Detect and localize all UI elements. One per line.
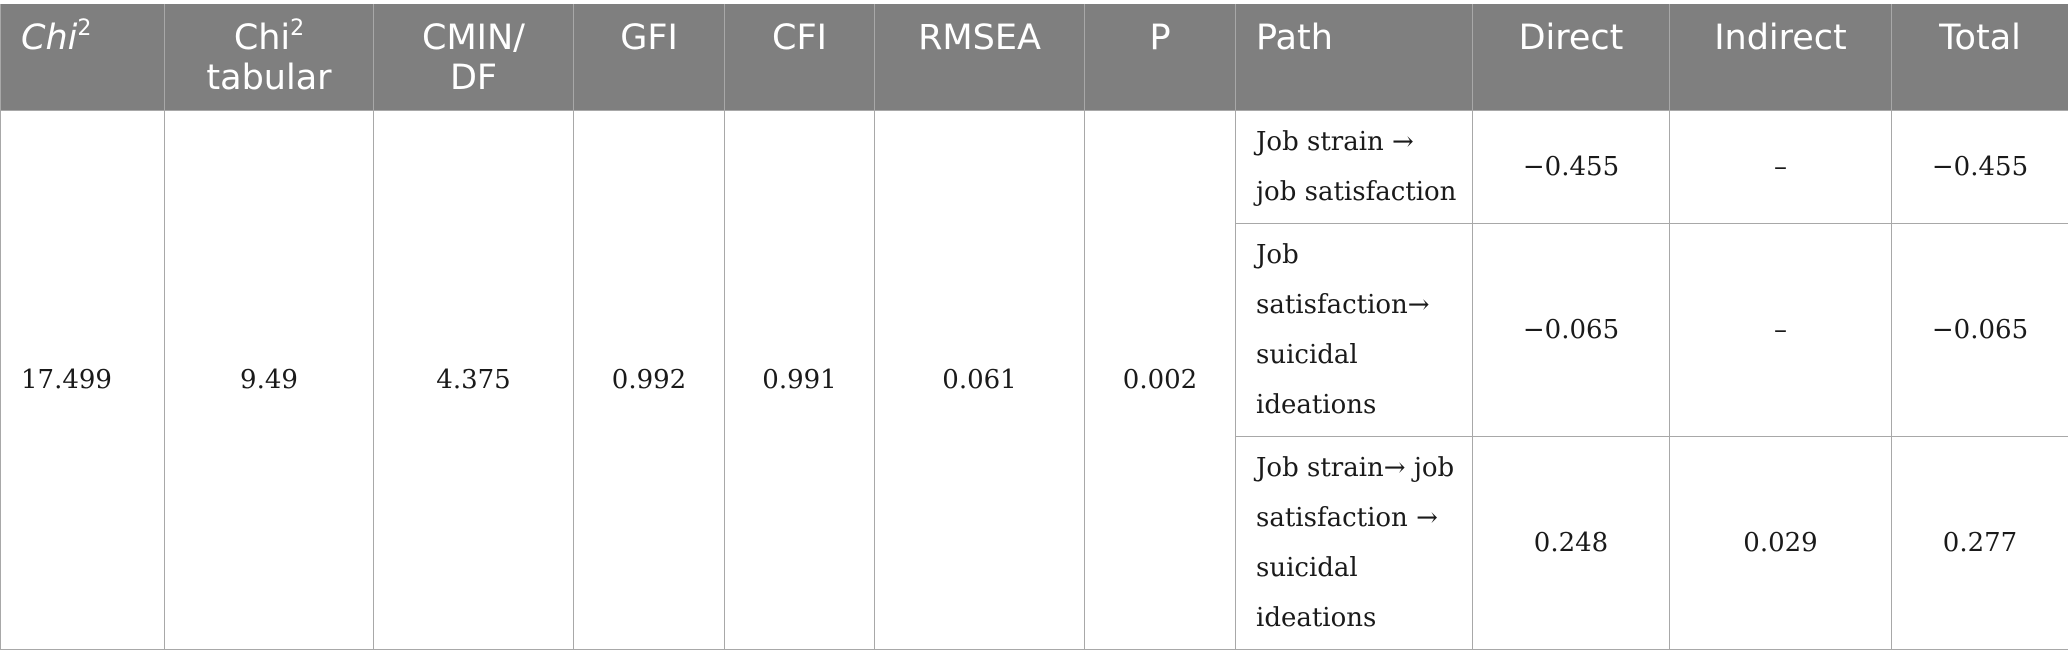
header-gfi: GFI (573, 4, 725, 110)
cell-path: Job strain→ job satisfaction → suicidal … (1235, 435, 1473, 650)
header-chi2-label: Chi (21, 18, 78, 58)
cell-direct: 0.248 (1472, 435, 1670, 650)
header-cmin-df-a: CMIN/ (422, 18, 525, 58)
header-rmsea: RMSEA (874, 4, 1085, 110)
cell-cfi: 0.991 (724, 109, 875, 650)
table-row: Job strain→ job satisfaction → suicidal … (1, 435, 2068, 650)
header-chi2-tabular-sup: 2 (290, 16, 305, 41)
table-row: 17.499 9.49 4.375 0.992 0.991 0.061 0.00… (0, 109, 2068, 650)
cell-path: Job strain → job satisfaction (1235, 109, 1473, 224)
cell-chi2-tabular: 9.49 (164, 109, 374, 650)
cell-p: 0.002 (1084, 109, 1236, 650)
cell-direct: −0.065 (1472, 222, 1670, 437)
cell-indirect: – (1669, 109, 1892, 224)
cell-indirect: 0.029 (1669, 435, 1892, 650)
header-cmin-df-b: DF (449, 58, 498, 98)
header-chi2-sup: 2 (77, 16, 92, 41)
cell-path: Job satisfaction→ suicidal ideations (1235, 222, 1473, 437)
header-row: Chi2 Chi2 tabular CMIN/DF GFI CFI RMSEA P… (0, 4, 2068, 110)
cell-chi2: 17.499 (0, 109, 165, 650)
cell-total: 0.277 (1891, 435, 2068, 650)
table-header: Chi2 Chi2 tabular CMIN/DF GFI CFI RMSEA P… (0, 4, 2068, 110)
cell-total: −0.455 (1891, 109, 2068, 224)
header-chi2: Chi2 (0, 4, 165, 110)
cell-total: −0.065 (1891, 222, 2068, 437)
sem-results-table: Chi2 Chi2 tabular CMIN/DF GFI CFI RMSEA P… (0, 4, 2068, 650)
header-cfi: CFI (724, 4, 875, 110)
table-body: 17.499 9.49 4.375 0.992 0.991 0.061 0.00… (0, 109, 2068, 650)
cell-gfi: 0.992 (573, 109, 725, 650)
cell-cmin-df: 4.375 (373, 109, 574, 650)
header-cmin-df: CMIN/DF (373, 4, 574, 110)
cell-direct: −0.455 (1472, 109, 1670, 224)
cell-rmsea: 0.061 (874, 109, 1085, 650)
header-chi2-tabular-b: tabular (206, 58, 332, 98)
header-p: P (1084, 4, 1236, 110)
cell-indirect: – (1669, 222, 1892, 437)
table-row: Job satisfaction→ suicidal ideations −0.… (1, 222, 2068, 437)
header-indirect: Indirect (1669, 4, 1892, 110)
header-total: Total (1891, 4, 2068, 110)
header-direct: Direct (1472, 4, 1670, 110)
header-chi2-tabular-a: Chi (233, 18, 291, 58)
header-chi2-tabular: Chi2 tabular (164, 4, 374, 110)
header-path: Path (1235, 4, 1473, 110)
